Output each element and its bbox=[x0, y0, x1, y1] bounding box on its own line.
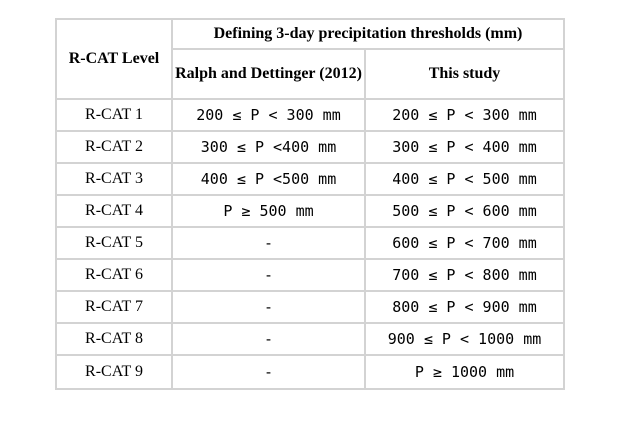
table-row: R-CAT 4 P ≥ 500 mm 500 ≤ P < 600 mm bbox=[55, 194, 565, 228]
ralph-threshold-cell: - bbox=[171, 354, 366, 390]
study-threshold-cell: 200 ≤ P < 300 mm bbox=[364, 98, 565, 132]
study-threshold-cell: 700 ≤ P < 800 mm bbox=[364, 258, 565, 292]
ralph-dettinger-header: Ralph and Dettinger (2012) bbox=[171, 48, 366, 100]
this-study-header: This study bbox=[364, 48, 565, 100]
table-row: R-CAT 9 - P ≥ 1000 mm bbox=[55, 354, 565, 390]
ralph-threshold-cell: - bbox=[171, 322, 366, 356]
table-row: R-CAT 6 - 700 ≤ P < 800 mm bbox=[55, 258, 565, 292]
precipitation-thresholds-header: Defining 3-day precipitation thresholds … bbox=[171, 18, 565, 50]
table-row: R-CAT 8 - 900 ≤ P < 1000 mm bbox=[55, 322, 565, 356]
ralph-threshold-cell: 400 ≤ P <500 mm bbox=[171, 162, 366, 196]
study-threshold-cell: 400 ≤ P < 500 mm bbox=[364, 162, 565, 196]
rcat-level-cell: R-CAT 1 bbox=[55, 98, 173, 132]
rcat-level-cell: R-CAT 4 bbox=[55, 194, 173, 228]
header-row-sub: Ralph and Dettinger (2012) This study bbox=[56, 48, 565, 100]
table-row: R-CAT 1 200 ≤ P < 300 mm 200 ≤ P < 300 m… bbox=[55, 98, 565, 132]
study-threshold-cell: 500 ≤ P < 600 mm bbox=[364, 194, 565, 228]
ralph-threshold-cell: 200 ≤ P < 300 mm bbox=[171, 98, 366, 132]
table-row: R-CAT 2 300 ≤ P <400 mm 300 ≤ P < 400 mm bbox=[55, 130, 565, 164]
table-row: R-CAT 7 - 800 ≤ P < 900 mm bbox=[55, 290, 565, 324]
study-threshold-cell: 800 ≤ P < 900 mm bbox=[364, 290, 565, 324]
rcat-level-cell: R-CAT 6 bbox=[55, 258, 173, 292]
ralph-threshold-cell: - bbox=[171, 258, 366, 292]
ralph-threshold-cell: 300 ≤ P <400 mm bbox=[171, 130, 366, 164]
table-row: R-CAT 3 400 ≤ P <500 mm 400 ≤ P < 500 mm bbox=[55, 162, 565, 196]
study-threshold-cell: 900 ≤ P < 1000 mm bbox=[364, 322, 565, 356]
table-row: R-CAT 5 - 600 ≤ P < 700 mm bbox=[55, 226, 565, 260]
ralph-threshold-cell: - bbox=[171, 226, 366, 260]
rcat-level-cell: R-CAT 5 bbox=[55, 226, 173, 260]
rcat-thresholds-table: R-CAT Level Defining 3-day precipitation… bbox=[55, 18, 565, 390]
ralph-threshold-cell: - bbox=[171, 290, 366, 324]
study-threshold-cell: P ≥ 1000 mm bbox=[364, 354, 565, 390]
study-threshold-cell: 300 ≤ P < 400 mm bbox=[364, 130, 565, 164]
rcat-level-cell: R-CAT 8 bbox=[55, 322, 173, 356]
rcat-level-cell: R-CAT 9 bbox=[55, 354, 173, 390]
rcat-level-cell: R-CAT 7 bbox=[55, 290, 173, 324]
header-row-top: R-CAT Level Defining 3-day precipitation… bbox=[55, 18, 565, 100]
rcat-level-cell: R-CAT 3 bbox=[55, 162, 173, 196]
ralph-threshold-cell: P ≥ 500 mm bbox=[171, 194, 366, 228]
rcat-level-cell: R-CAT 2 bbox=[55, 130, 173, 164]
rcat-level-header: R-CAT Level bbox=[55, 18, 173, 100]
study-threshold-cell: 600 ≤ P < 700 mm bbox=[364, 226, 565, 260]
